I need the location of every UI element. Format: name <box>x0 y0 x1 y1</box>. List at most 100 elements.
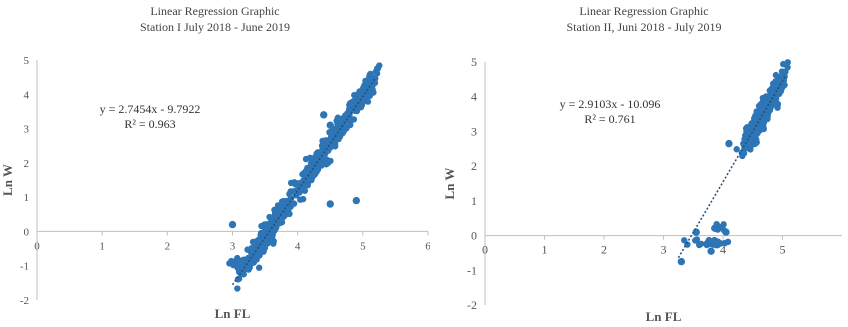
data-point <box>733 146 740 153</box>
data-point <box>355 104 363 111</box>
data-point <box>330 128 338 136</box>
data-point <box>326 138 333 146</box>
data-point <box>271 206 278 214</box>
data-point <box>724 238 732 246</box>
x-tick-label: 0 <box>34 240 40 252</box>
y-tick-label: 0 <box>24 226 30 238</box>
data-point <box>780 77 787 84</box>
y-tick-label: 1 <box>471 194 477 208</box>
data-point <box>766 94 773 102</box>
data-point <box>287 188 294 195</box>
chart-subtitle: Station I July 2018 - June 2019 <box>140 20 290 34</box>
y-tick-label: 2 <box>471 159 477 173</box>
data-point <box>292 181 299 188</box>
data-point <box>313 165 321 172</box>
data-point <box>245 266 252 273</box>
x-tick-label: 5 <box>360 240 366 252</box>
x-tick-label: 3 <box>661 243 667 257</box>
data-point <box>326 121 334 129</box>
x-tick-label: 2 <box>601 243 607 257</box>
data-point <box>681 237 688 244</box>
y-tick-label: 5 <box>24 55 30 67</box>
data-point <box>230 261 237 269</box>
y-axis-label: Ln W <box>0 164 15 196</box>
equation-label: y = 2.7454x - 9.7922 <box>100 102 201 116</box>
y-axis-label: Ln W <box>442 168 457 200</box>
data-point <box>301 180 308 187</box>
data-point <box>268 214 275 222</box>
data-point <box>711 225 718 232</box>
x-tick-label: 3 <box>230 240 236 252</box>
y-tick-label: -2 <box>467 298 477 312</box>
data-point <box>348 99 356 106</box>
data-point <box>297 196 304 203</box>
data-point <box>228 220 237 229</box>
y-tick-label: 5 <box>471 55 477 69</box>
data-point <box>235 275 243 282</box>
data-point <box>274 202 282 209</box>
trendline <box>677 75 787 259</box>
data-point <box>271 227 278 234</box>
data-point <box>784 59 791 66</box>
data-point <box>301 169 308 176</box>
r-squared-label: R² = 0.963 <box>124 117 175 131</box>
data-point <box>707 247 715 255</box>
data-point <box>265 221 272 228</box>
data-point <box>755 102 763 110</box>
data-point <box>324 159 332 167</box>
data-point <box>692 228 700 236</box>
data-point <box>372 68 379 76</box>
data-point <box>234 285 241 292</box>
data-point <box>717 224 724 231</box>
data-point <box>279 206 287 213</box>
data-point <box>284 205 292 212</box>
data-point <box>692 237 699 244</box>
data-point <box>302 155 310 163</box>
data-point <box>772 81 780 89</box>
data-point <box>725 139 733 148</box>
data-point <box>320 111 328 119</box>
chart-subtitle: Station II, Juni 2018 - July 2019 <box>566 20 722 34</box>
data-point <box>345 110 353 118</box>
data-point <box>717 240 725 247</box>
r-squared-label: R² = 0.761 <box>584 112 635 126</box>
chart-title: Linear Regression Graphic <box>579 4 709 18</box>
data-point <box>772 99 779 106</box>
data-point <box>722 228 730 236</box>
x-axis-label: Ln FL <box>646 309 682 324</box>
x-axis-label: Ln FL <box>215 306 251 321</box>
y-tick-label: -1 <box>20 261 29 273</box>
x-tick-label: 0 <box>482 243 488 257</box>
data-point <box>287 195 294 202</box>
trendline <box>231 77 377 286</box>
data-point <box>296 189 303 196</box>
data-point <box>339 129 347 137</box>
data-point <box>705 238 713 246</box>
data-point <box>240 271 247 278</box>
data-point <box>341 123 349 131</box>
data-point <box>245 254 252 262</box>
data-point <box>326 200 334 208</box>
y-tick-label: -2 <box>20 295 29 307</box>
data-point <box>248 244 255 252</box>
data-point <box>367 86 375 93</box>
data-point <box>371 79 379 87</box>
equation-label: y = 2.9103x - 10.096 <box>560 97 661 111</box>
x-tick-label: 4 <box>720 243 726 257</box>
y-tick-label: -1 <box>467 263 477 277</box>
data-point <box>288 200 296 208</box>
data-point <box>352 196 361 205</box>
chart-station-2: Linear Regression Graphic Station II, Ju… <box>440 0 848 327</box>
data-point <box>333 117 340 125</box>
data-point <box>324 147 332 154</box>
data-point <box>307 171 315 179</box>
x-tick-label: 5 <box>780 243 786 257</box>
data-point <box>696 241 703 249</box>
x-tick-label: 1 <box>99 240 105 252</box>
data-points <box>226 62 383 292</box>
y-tick-label: 3 <box>24 124 30 136</box>
data-point <box>275 217 282 225</box>
data-point <box>255 264 263 271</box>
x-tick-label: 2 <box>165 240 171 252</box>
chart-station-1: Linear Regression Graphic Station I July… <box>0 4 430 321</box>
